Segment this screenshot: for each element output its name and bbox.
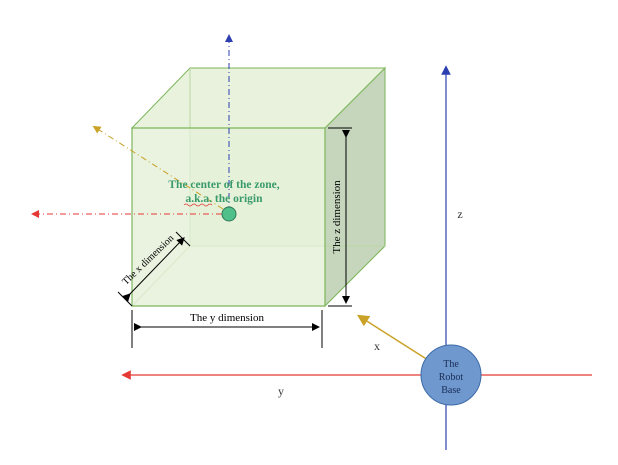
robot-base-label-line3: Base: [441, 385, 461, 396]
robot-x-axis: [356, 314, 429, 361]
z-dimension-label: The z dimension: [331, 180, 343, 254]
spellcheck-underline: [183, 203, 213, 207]
z-dimension-measure: [328, 127, 352, 307]
robot-base-node: [420, 344, 482, 406]
zone-origin-marker: [221, 206, 237, 222]
zone-center-label-line1: The center of the zone,: [168, 179, 279, 191]
axis-y-label: y: [278, 384, 284, 398]
robot-base-label-line1: The: [443, 359, 459, 370]
axis-z-label: z: [457, 207, 462, 221]
y-dimension-measure: [131, 310, 323, 348]
axis-x-label: x: [374, 339, 380, 353]
x-dimension-measure: [117, 231, 191, 307]
robot-base-label-line2: Robot: [439, 372, 464, 383]
y-dimension-label: The y dimension: [190, 312, 264, 324]
zone-center-label-line2: a.k.a. the origin: [186, 193, 264, 205]
